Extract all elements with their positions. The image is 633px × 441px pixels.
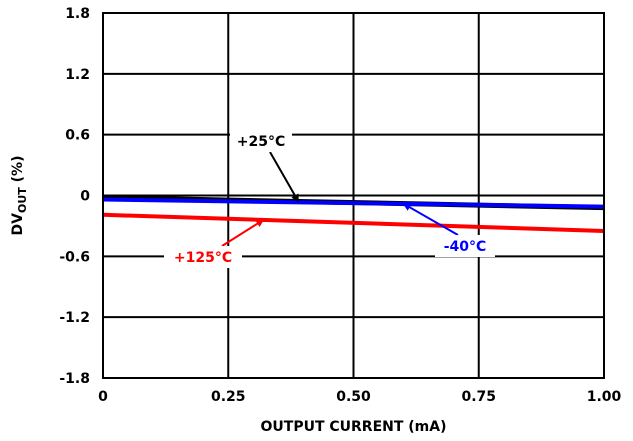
x-tick-label: 0.25	[211, 389, 246, 405]
series-lines	[102, 195, 605, 233]
y-tick-label: 0	[80, 189, 90, 205]
annotation-arrow-1	[402, 202, 459, 236]
annotation-label-0: +25°C	[237, 134, 286, 150]
x-tick-label: 0	[98, 389, 108, 405]
annotations: +25°C -40°C +125°C	[164, 130, 495, 268]
plot-frame	[102, 12, 605, 379]
x-axis-label: OUTPUT CURRENT (mA)	[261, 419, 447, 435]
annotation-bg-1	[435, 235, 495, 257]
y-axis-label-suffix: (%)	[10, 156, 26, 188]
x-tick-labels: 0 0.25 0.50 0.75 1.00	[98, 389, 621, 405]
grid	[102, 12, 605, 379]
y-tick-label: -1.8	[59, 371, 90, 387]
y-axis-label-main: DV	[10, 213, 26, 236]
annotation-arrow-2	[221, 219, 265, 247]
x-tick-label: 1.00	[587, 389, 622, 405]
annotation-label-2: +125°C	[174, 250, 232, 266]
x-tick-label: 0.75	[461, 389, 496, 405]
y-tick-label: -0.6	[59, 249, 90, 265]
y-axis-label-sub: OUT	[16, 187, 29, 213]
annotation-bg-2	[164, 246, 242, 268]
annotation-bg-0	[230, 130, 292, 152]
y-axis-label: DVOUT (%)	[10, 156, 29, 236]
y-tick-label: 1.2	[65, 67, 90, 83]
x-tick-label: 0.50	[336, 389, 371, 405]
y-tick-label: -1.2	[59, 310, 90, 326]
annotation-arrow-0	[269, 151, 300, 203]
y-tick-label: 0.6	[65, 128, 90, 144]
y-tick-label: 1.8	[65, 6, 90, 22]
y-tick-labels: 1.8 1.2 0.6 0 -0.6 -1.2 -1.8	[59, 6, 90, 387]
series-line-2	[102, 212, 605, 233]
series-line-1	[102, 197, 605, 209]
annotation-label-1: -40°C	[444, 239, 487, 255]
